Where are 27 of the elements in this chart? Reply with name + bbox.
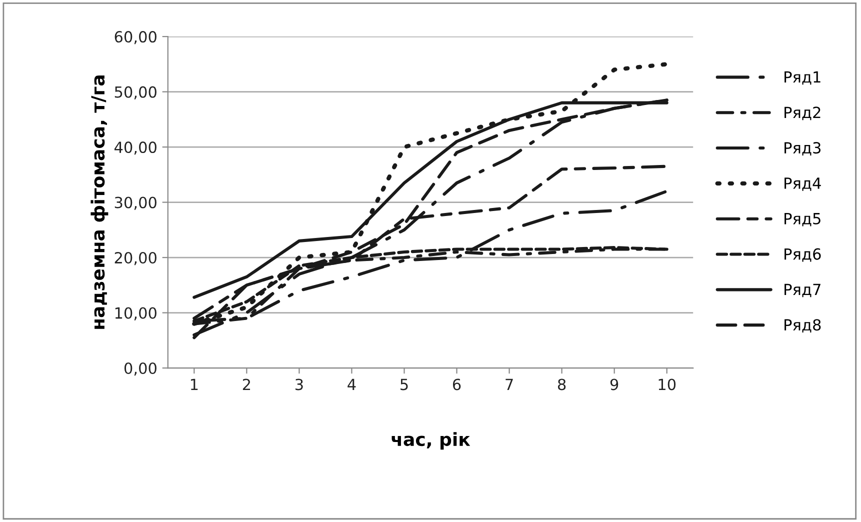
x-tick-label: 1 <box>190 378 198 390</box>
legend-label: Ряд5 <box>784 213 820 226</box>
legend-label: Ряд2 <box>784 106 820 120</box>
x-tick-label: 3 <box>296 378 303 390</box>
x-tick-label: 10 <box>658 378 676 390</box>
y-tick-label: 40,00 <box>114 141 156 155</box>
legend-label: Ряд3 <box>784 142 821 156</box>
y-tick-label: 20,00 <box>114 252 156 266</box>
y-axis-title: надземна фітомаса, т/га <box>90 76 108 329</box>
legend-label: Ряд1 <box>784 71 820 85</box>
y-tick-label: 30,00 <box>114 196 156 210</box>
y-tick-label: 0,00 <box>124 362 156 376</box>
x-tick-label: 7 <box>506 378 513 390</box>
x-tick-label: 4 <box>348 378 356 390</box>
y-tick-label: 50,00 <box>114 86 156 100</box>
x-tick-label: 2 <box>242 378 250 390</box>
x-tick-label: 6 <box>452 378 461 390</box>
x-tick-label: 9 <box>610 378 618 390</box>
y-tick-label: 60,00 <box>114 31 156 44</box>
x-tick-label: 5 <box>400 378 408 390</box>
legend-label: Ряд7 <box>784 284 820 298</box>
y-tick-label: 10,00 <box>115 307 156 320</box>
legend-label: Ряд6 <box>784 248 821 262</box>
legend-label: Ряд4 <box>784 178 821 191</box>
x-axis-title: час, рік <box>392 432 470 450</box>
x-tick-label: 8 <box>558 378 566 390</box>
legend-label: Ряд8 <box>784 319 821 333</box>
